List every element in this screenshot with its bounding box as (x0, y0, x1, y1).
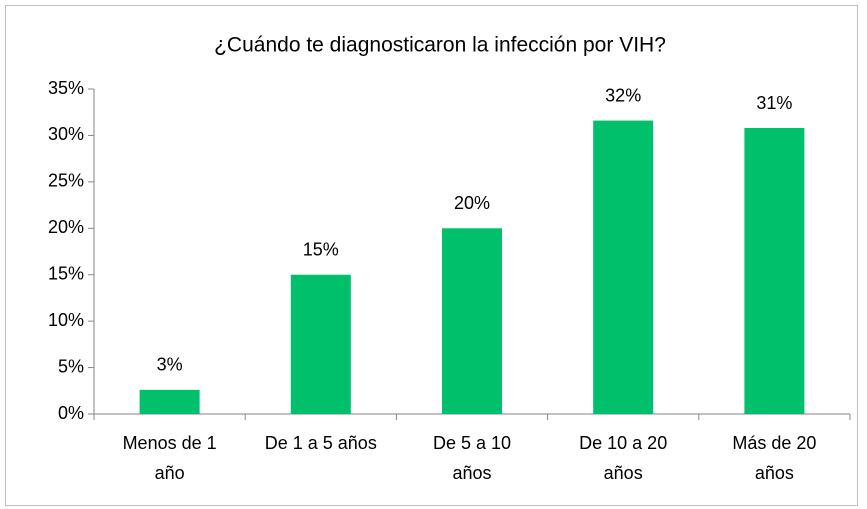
data-label: 20% (454, 193, 490, 213)
y-tick-label: 15% (48, 263, 84, 283)
bar (139, 389, 200, 414)
data-label: 3% (157, 355, 183, 375)
bar (442, 228, 502, 414)
data-label: 15% (303, 239, 339, 259)
x-tick-label: De 5 a 10 años (432, 433, 512, 483)
x-tick-label: Menos de 1 año (122, 433, 217, 483)
bar (290, 274, 351, 414)
data-label: 31% (756, 93, 792, 113)
bar (744, 128, 805, 414)
data-label: 32% (605, 85, 641, 105)
y-tick-label: 20% (48, 217, 84, 237)
y-tick-label: 10% (48, 310, 84, 330)
y-tick-label: 0% (58, 403, 84, 423)
y-tick-label: 5% (58, 356, 84, 376)
x-tick-label: Más de 20 años (732, 433, 817, 483)
x-tick-label: De 10 a 20 años (579, 433, 668, 483)
y-tick-label: 30% (48, 124, 84, 144)
chart-border (5, 5, 858, 506)
bar (593, 120, 654, 415)
y-tick-label: 35% (48, 78, 84, 98)
chart-title: ¿Cuándo te diagnosticaron la infección p… (214, 34, 666, 57)
x-tick-label: De 1 a 5 años (264, 433, 377, 453)
y-tick-label: 25% (48, 171, 84, 191)
